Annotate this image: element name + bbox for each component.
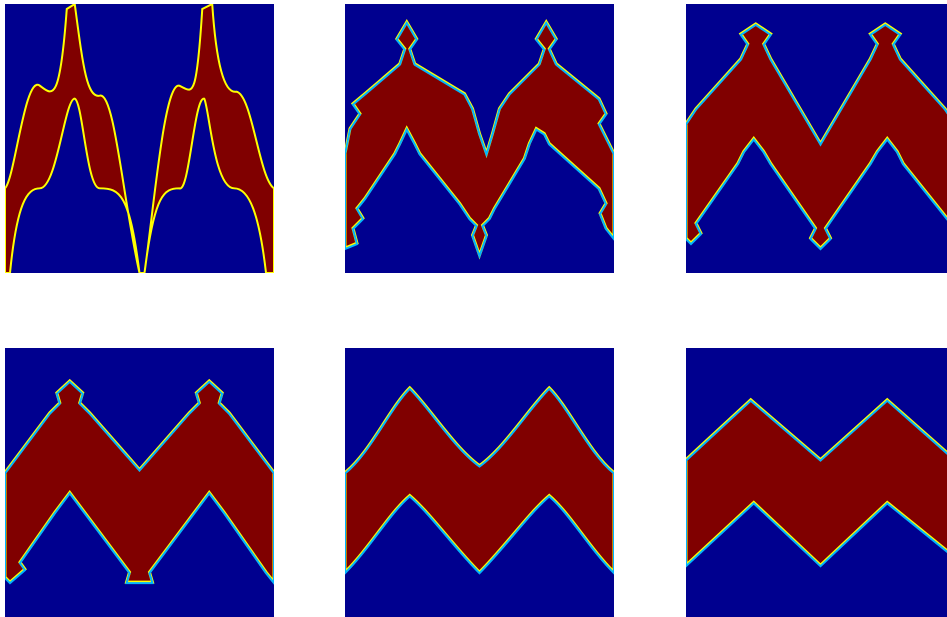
panel-4 [5,348,274,617]
panel-3 [686,4,947,273]
panel-3-field [686,4,947,273]
panel-1 [5,4,274,273]
panel-1-field [5,4,274,273]
panel-4-field [5,348,274,617]
panel-2-field [345,4,614,273]
panel-5 [345,348,614,617]
panel-2 [345,4,614,273]
panel-6-field [686,348,947,617]
panel-6 [686,348,947,617]
panel-5-field [345,348,614,617]
